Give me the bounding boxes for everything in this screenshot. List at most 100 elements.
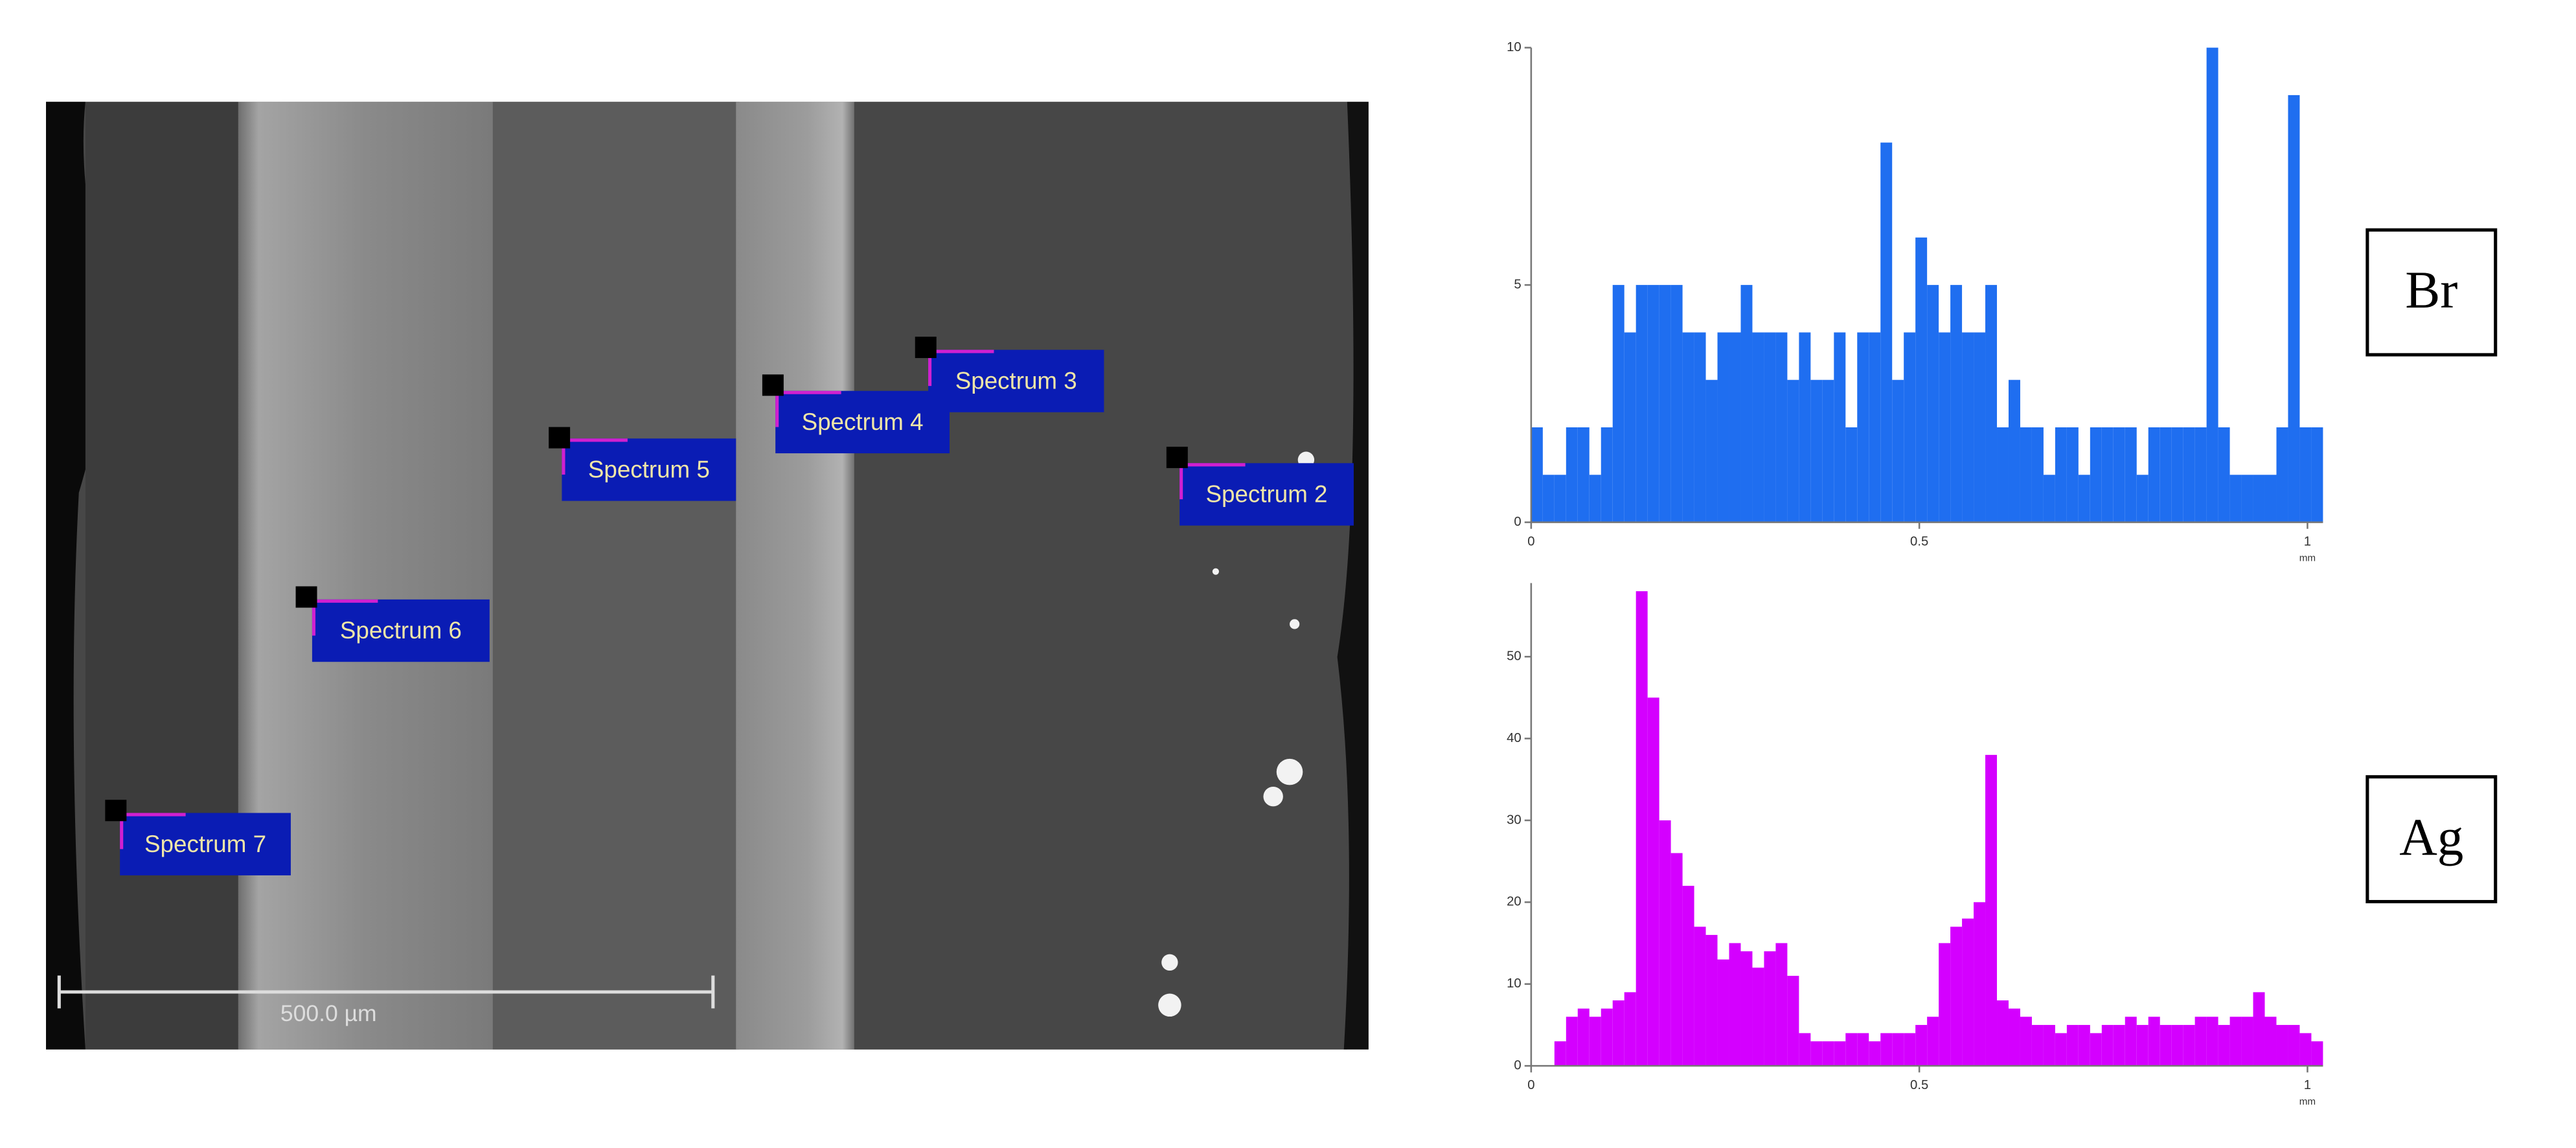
bar xyxy=(1775,943,1788,1066)
spectrum-box xyxy=(928,350,1104,412)
chart-title: Ag xyxy=(2399,808,2463,866)
bar xyxy=(1624,332,1636,523)
bar xyxy=(1694,332,1706,523)
bar xyxy=(1892,1033,1904,1066)
bar xyxy=(1589,475,1601,523)
bar xyxy=(1950,927,1963,1066)
bar xyxy=(1659,820,1671,1066)
bar xyxy=(2288,95,2300,523)
bar xyxy=(1834,1041,1846,1066)
spectrum-box xyxy=(775,390,950,454)
bar xyxy=(2136,1024,2149,1066)
bar xyxy=(2090,427,2102,523)
bar xyxy=(1810,1041,1823,1066)
bar xyxy=(1705,934,1718,1066)
bar xyxy=(2008,1008,2020,1066)
y-tick-label: 0 xyxy=(1514,1058,1521,1072)
bar xyxy=(1740,285,1753,523)
bar xyxy=(1694,927,1706,1066)
bar xyxy=(1764,332,1776,523)
chart-title: Br xyxy=(2405,261,2457,319)
bar xyxy=(1542,475,1555,523)
spectrum-point xyxy=(105,800,127,822)
spectrum-label: Spectrum 7 xyxy=(144,831,266,857)
bar xyxy=(1927,285,1939,523)
bar xyxy=(2031,427,2044,523)
spectrum-point xyxy=(295,586,317,608)
bar xyxy=(1915,237,1928,523)
bar xyxy=(1554,1041,1566,1066)
bar xyxy=(2241,475,2253,523)
bar xyxy=(1985,285,1998,523)
bar xyxy=(2078,1024,2090,1066)
bar xyxy=(1636,591,1648,1066)
bar xyxy=(1997,427,2009,523)
bar xyxy=(1880,1033,1893,1066)
y-tick-label: 20 xyxy=(1507,895,1522,909)
bar xyxy=(1880,142,1893,523)
bar xyxy=(2206,1017,2218,1066)
bar xyxy=(1717,332,1729,523)
bar xyxy=(1577,1008,1590,1066)
bar xyxy=(2171,427,2183,523)
y-tick-label: 50 xyxy=(1507,649,1522,664)
bar xyxy=(2148,1017,2160,1066)
bar xyxy=(2218,427,2230,523)
bar xyxy=(1845,1033,1858,1066)
bar xyxy=(2160,427,2172,523)
bar xyxy=(1601,1008,1613,1066)
bar xyxy=(1869,332,1881,523)
spectrum-box xyxy=(312,599,490,662)
bar xyxy=(1775,332,1788,523)
bar xyxy=(1740,951,1753,1066)
spectrum-label: Spectrum 3 xyxy=(955,368,1077,394)
bar xyxy=(2264,475,2277,523)
x-tick-label: 0.5 xyxy=(1910,534,1928,548)
bar xyxy=(1869,1041,1881,1066)
bar xyxy=(1752,967,1764,1066)
x-axis-label: mm xyxy=(2299,1096,2316,1107)
y-tick-label: 40 xyxy=(1507,731,1522,745)
bar xyxy=(1997,1000,2009,1066)
spectrum-point xyxy=(762,374,784,396)
bar xyxy=(1670,853,1683,1066)
bar xyxy=(2043,475,2055,523)
bar xyxy=(1624,992,1636,1066)
y-tick-label: 10 xyxy=(1507,40,1522,54)
bar xyxy=(1985,754,1998,1066)
bar xyxy=(2264,1017,2277,1066)
bar xyxy=(2008,379,2020,523)
spectrum-label: Spectrum 4 xyxy=(802,409,924,435)
bar xyxy=(2055,1033,2067,1066)
bar xyxy=(1939,943,1951,1066)
bar xyxy=(2241,1017,2253,1066)
x-tick-label: 1 xyxy=(2304,1078,2311,1092)
bar xyxy=(2311,427,2323,523)
bar xyxy=(1589,1017,1601,1066)
bar xyxy=(2171,1024,2183,1066)
spectrum-point xyxy=(915,336,937,358)
bar xyxy=(1950,285,1963,523)
element-box xyxy=(2365,228,2498,357)
bar xyxy=(2078,475,2090,523)
bar xyxy=(2148,427,2160,523)
bar xyxy=(2183,1024,2195,1066)
bar xyxy=(1554,475,1566,523)
bar xyxy=(1612,1000,1624,1066)
bar xyxy=(1974,332,1986,523)
bar xyxy=(2288,1024,2300,1066)
bar xyxy=(1717,959,1729,1066)
x-tick-label: 0 xyxy=(1527,1078,1534,1092)
bar xyxy=(1857,332,1869,523)
bar xyxy=(1670,285,1683,523)
bar xyxy=(1822,379,1834,523)
bar xyxy=(2253,992,2265,1066)
bar xyxy=(2055,427,2067,523)
bar xyxy=(1892,379,1904,523)
bar xyxy=(1799,332,1811,523)
bar xyxy=(2276,427,2288,523)
bar xyxy=(2043,1024,2055,1066)
bar xyxy=(2101,1024,2114,1066)
bar xyxy=(2125,427,2137,523)
bar xyxy=(1962,918,1974,1066)
